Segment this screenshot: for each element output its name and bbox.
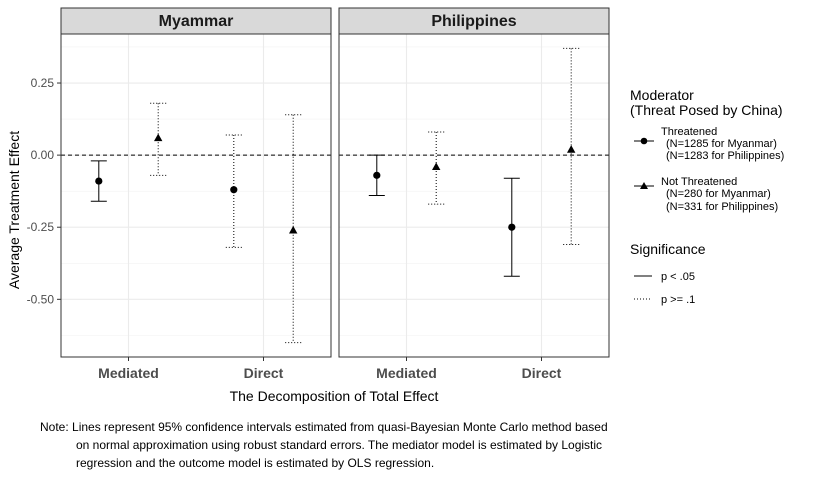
legend-threatened-line1: Threatened [661,126,717,138]
x-axis-title: The Decomposition of Total Effect [230,388,439,404]
legend-sig-dotted-label: p >= .1 [661,294,695,306]
point-philippines-direct-threatened [508,223,516,231]
panel-strip-myammar [60,7,332,35]
legend-not-threatened-line1: Not Threatened [661,176,737,188]
panel-background-myammar [61,34,331,357]
x-tick-label-myammar-direct: Direct [244,365,284,381]
panel-border-myammar [60,33,332,358]
note-line-3: regression and the outcome model is esti… [76,456,435,470]
x-tick-label-philippines-direct: Direct [522,365,562,381]
legend-threatened-key-marker [640,137,648,145]
point-myammar-mediated-not-threatened [154,133,163,142]
panel-border-philippines [338,33,610,358]
legend-sig-solid-label: p < .05 [661,271,695,283]
x-tick-label-myammar-mediated: Mediated [98,365,159,381]
point-philippines-mediated-not-threatened [432,162,441,171]
y-tick-label: -0.25 [27,220,55,234]
legend: Moderator (Threat Posed by China) Threat… [630,87,784,306]
point-philippines-mediated-threatened [373,171,381,179]
legend-not-threatened-line3: (N=331 for Philippines) [666,201,778,213]
legend-threatened-line2: (N=1285 for Myanmar) [666,138,777,150]
legend-not-threatened-key-marker [640,182,648,189]
panel-strip-label-myammar: Myammar [159,13,234,30]
y-axis-title: Average Treatment Effect [6,131,22,289]
panel-strip-philippines [338,7,610,35]
legend-threatened-line3: (N=1283 for Philippines) [666,150,784,162]
y-tick-label: 0.25 [31,76,55,90]
point-philippines-direct-not-threatened [567,145,576,153]
point-myammar-mediated-threatened [95,177,103,185]
footnote: Note: Lines represent 95% confidence int… [40,418,680,472]
panels: Myammar Mediated Direct Philippines Mediated… [27,7,610,381]
note-line-1: Note: Lines represent 95% confidence int… [40,420,608,434]
legend-moderator-title-line1: Moderator [630,87,694,103]
y-tick-label: -0.50 [27,292,55,306]
x-tick-label-philippines-mediated: Mediated [376,365,437,381]
legend-moderator-title-line2: (Threat Posed by China) [630,102,783,118]
note-line-2: on normal approximation using robust sta… [76,438,603,452]
point-myammar-direct-not-threatened [289,225,298,234]
y-tick-label: 0.00 [31,148,55,162]
legend-not-threatened-line2: (N=280 for Myanmar) [666,188,771,200]
panel-strip-label-philippines: Philippines [431,13,516,30]
point-myammar-direct-threatened [230,186,238,194]
legend-significance-title: Significance [630,241,706,257]
